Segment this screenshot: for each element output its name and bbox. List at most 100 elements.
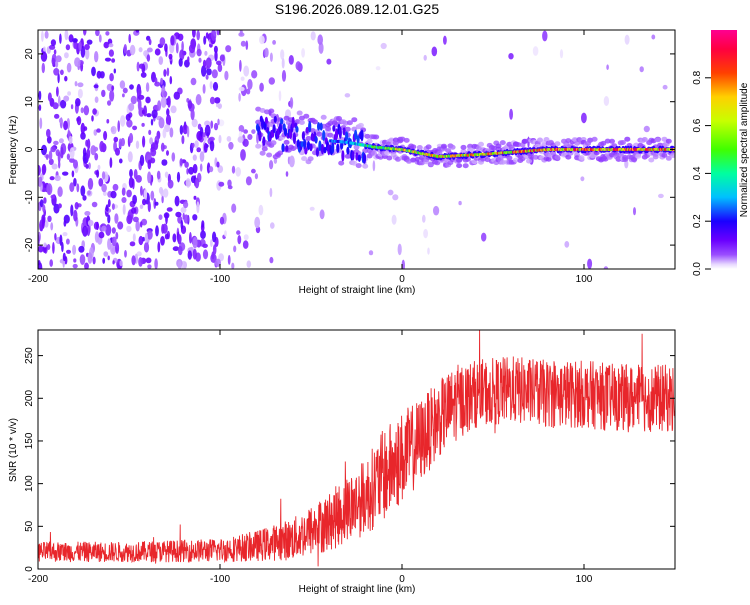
ridge-edge: [291, 116, 295, 129]
noise-blob: [216, 102, 219, 108]
ridge-edge: [341, 150, 345, 162]
ridge-halo: [301, 156, 308, 162]
noise-blob: [93, 146, 99, 152]
noise-blob: [239, 30, 243, 36]
noise-blob: [53, 49, 57, 55]
noise-blob: [164, 43, 168, 52]
noise-blob: [542, 30, 548, 42]
colorbar-tick-label: 0.4: [692, 166, 703, 180]
noise-blob: [194, 177, 200, 189]
noise-blob: [187, 100, 193, 109]
ridge-halo: [316, 131, 323, 137]
noise-blob: [132, 216, 139, 223]
noise-blob: [216, 30, 220, 36]
ridge-halo: [456, 163, 463, 169]
noise-blob: [107, 199, 111, 208]
noise-blob: [102, 191, 107, 197]
spectrogram-xlabel: Height of straight line (km): [299, 285, 416, 296]
noise-blob: [135, 220, 140, 232]
noise-blob: [68, 135, 73, 145]
ridge-halo: [630, 157, 637, 162]
noise-blob: [103, 41, 110, 49]
ridge-halo: [366, 138, 373, 144]
noise-blob: [190, 108, 195, 121]
noise-blob: [268, 77, 275, 85]
noise-blob: [117, 120, 120, 133]
noise-blob: [242, 240, 249, 249]
noise-blob: [82, 225, 88, 237]
noise-blob: [200, 230, 206, 239]
noise-blob: [309, 206, 315, 211]
noise-blob: [481, 232, 487, 242]
noise-blob: [143, 188, 148, 201]
noise-blob: [156, 170, 161, 180]
noise-blob: [141, 122, 145, 127]
snr-ytick-label: 0: [24, 566, 35, 572]
noise-blob: [508, 53, 514, 60]
noise-blob: [58, 160, 61, 169]
ridge-halo: [296, 110, 303, 116]
noise-blob: [57, 203, 62, 209]
noise-blob: [96, 70, 102, 79]
ridge-halo: [298, 115, 305, 121]
noise-blob: [237, 136, 244, 143]
ridge-halo: [364, 133, 371, 139]
noise-blob: [264, 47, 269, 58]
noise-blob: [82, 195, 87, 201]
ridge-edge: [285, 145, 289, 152]
ridge-halo: [495, 143, 502, 149]
ridge-halo: [355, 163, 362, 169]
spectrogram-xtick-label: 0: [399, 274, 405, 285]
noise-blob: [211, 69, 218, 79]
ridge-halo: [344, 126, 351, 132]
noise-blob: [50, 39, 57, 47]
ridge-halo: [312, 119, 318, 125]
noise-blob: [159, 37, 166, 46]
noise-blob: [243, 234, 249, 241]
noise-blob: [139, 221, 143, 228]
noise-blob: [167, 95, 171, 108]
noise-blob: [177, 261, 182, 269]
noise-blob: [238, 92, 241, 102]
noise-blob: [233, 245, 237, 253]
noise-blob: [76, 183, 80, 193]
noise-blob: [188, 166, 195, 175]
noise-blob: [179, 158, 183, 167]
noise-blob: [138, 235, 144, 246]
spectrogram-heatmap: [38, 30, 675, 269]
snr-ticks: -200 -100 0 100 0 50 100 150 200 250: [24, 330, 675, 585]
ridge-halo: [554, 141, 561, 147]
noise-blob: [206, 68, 212, 76]
noise-blob: [163, 188, 169, 198]
noise-blob: [108, 43, 114, 48]
noise-blob: [85, 139, 88, 147]
noise-blob: [84, 44, 90, 50]
noise-blob: [639, 66, 644, 73]
noise-blob: [204, 50, 208, 56]
noise-blob: [129, 44, 136, 56]
noise-blob: [96, 128, 101, 133]
noise-blob: [138, 257, 143, 267]
noise-blob: [66, 153, 70, 160]
colorbar-tick-label: 0.2: [692, 214, 703, 228]
noise-blob: [59, 33, 62, 44]
noise-blob: [199, 151, 205, 163]
noise-blob: [231, 165, 236, 174]
ridge-halo: [591, 136, 598, 142]
noise-blob: [87, 178, 94, 190]
noise-blob: [41, 187, 47, 193]
ridge-halo: [460, 148, 467, 154]
noise-blob: [202, 249, 209, 260]
ridge-halo: [512, 157, 519, 163]
noise-blob: [98, 231, 105, 239]
ridge-halo: [554, 154, 561, 160]
figure-title: S196.2026.089.12.01.G25: [275, 1, 439, 17]
ridge-halo: [425, 144, 432, 150]
ridge-edge: [301, 131, 305, 141]
noise-blob: [51, 163, 58, 170]
noise-blob: [269, 160, 274, 170]
ridge-halo: [619, 140, 626, 145]
noise-blob: [135, 30, 140, 33]
noise-blob: [75, 98, 81, 107]
ridge-edge: [314, 136, 318, 144]
